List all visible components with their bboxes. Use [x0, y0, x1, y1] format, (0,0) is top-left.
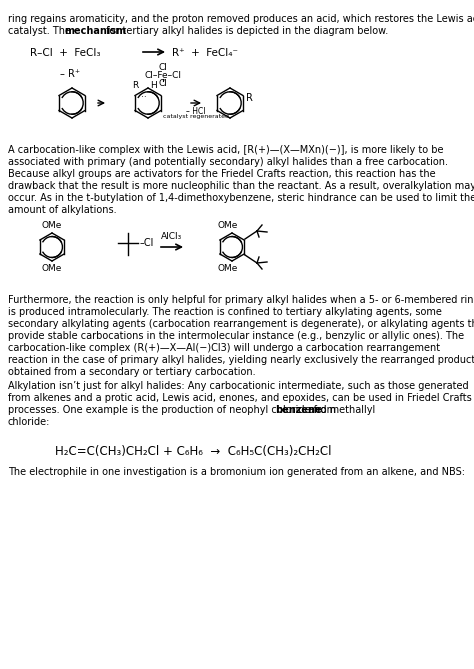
Text: mechanism: mechanism	[64, 26, 127, 36]
Text: processes. One example is the production of neophyl chloride from: processes. One example is the production…	[8, 405, 339, 415]
Text: from alkenes and a protic acid, Lewis acid, enones, and epoxides, can be used in: from alkenes and a protic acid, Lewis ac…	[8, 393, 472, 403]
Text: amount of alkylations.: amount of alkylations.	[8, 205, 117, 215]
Text: reaction in the case of primary alkyl halides, yielding nearly exclusively the r: reaction in the case of primary alkyl ha…	[8, 355, 474, 365]
Text: occur. As in the t-butylation of 1,4-dimethoxybenzene, steric hindrance can be u: occur. As in the t-butylation of 1,4-dim…	[8, 193, 474, 203]
Text: OMe: OMe	[218, 264, 238, 273]
Text: carbocation-like complex (R(+)—X—Al(−)Cl3) will undergo a carbocation rearrangem: carbocation-like complex (R(+)—X—Al(−)Cl…	[8, 343, 440, 353]
Text: drawback that the result is more nucleophilic than the reactant. As a result, ov: drawback that the result is more nucleop…	[8, 181, 474, 191]
Text: catalyst. The: catalyst. The	[8, 26, 74, 36]
Text: ··: ··	[141, 94, 147, 102]
Text: R–Cl  +  FeCl₃: R–Cl + FeCl₃	[30, 48, 100, 58]
Text: – R⁺: – R⁺	[60, 69, 80, 79]
Text: OMe: OMe	[218, 221, 238, 230]
Text: Cl: Cl	[159, 80, 167, 88]
Text: R⁺  +  FeCl₄⁻: R⁺ + FeCl₄⁻	[172, 48, 238, 58]
Text: associated with primary (and potentially secondary) alkyl halides than a free ca: associated with primary (and potentially…	[8, 157, 448, 167]
Text: is produced intramolecularly. The reaction is confined to tertiary alkylating ag: is produced intramolecularly. The reacti…	[8, 307, 442, 317]
Text: secondary alkylating agents (carbocation rearrangement is degenerate), or alkyla: secondary alkylating agents (carbocation…	[8, 319, 474, 329]
Text: catalyst regenerated: catalyst regenerated	[163, 114, 229, 119]
Text: Cl–Fe–Cl: Cl–Fe–Cl	[145, 72, 182, 80]
Text: and methallyl: and methallyl	[305, 405, 375, 415]
Text: Furthermore, the reaction is only helpful for primary alkyl halides when a 5- or: Furthermore, the reaction is only helpfu…	[8, 295, 474, 305]
Text: – HCl: – HCl	[186, 107, 206, 116]
Text: H: H	[150, 82, 157, 90]
Text: AlCl₃: AlCl₃	[161, 232, 182, 241]
Text: The electrophile in one investigation is a bromonium ion generated from an alken: The electrophile in one investigation is…	[8, 467, 465, 477]
Text: ring regains aromaticity, and the proton removed produces an acid, which restore: ring regains aromaticity, and the proton…	[8, 14, 474, 24]
Text: chloride:: chloride:	[8, 417, 50, 427]
Text: OMe: OMe	[42, 264, 62, 273]
Text: R: R	[246, 93, 253, 103]
Text: H₂C=C(CH₃)CH₂Cl + C₆H₆  →  C₆H₅C(CH₃)₂CH₂Cl: H₂C=C(CH₃)CH₂Cl + C₆H₆ → C₆H₅C(CH₃)₂CH₂C…	[55, 445, 331, 458]
Text: OMe: OMe	[42, 221, 62, 230]
Text: benzene: benzene	[275, 405, 322, 415]
Text: provide stable carbocations in the intermolecular instance (e.g., benzylic or al: provide stable carbocations in the inter…	[8, 331, 464, 341]
Text: R: R	[132, 82, 138, 90]
Text: Alkylation isn’t just for alkyl halides: Any carbocationic intermediate, such as: Alkylation isn’t just for alkyl halides:…	[8, 381, 469, 391]
Text: –Cl: –Cl	[140, 238, 155, 248]
Text: Cl: Cl	[159, 62, 167, 72]
Text: obtained from a secondary or tertiary carbocation.: obtained from a secondary or tertiary ca…	[8, 367, 255, 377]
Text: A carbocation-like complex with the Lewis acid, [R(+)—(X—MXn)(−)], is more likel: A carbocation-like complex with the Lewi…	[8, 145, 444, 155]
Text: Because alkyl groups are activators for the Friedel Crafts reaction, this reacti: Because alkyl groups are activators for …	[8, 169, 436, 179]
Text: for tertiary alkyl halides is depicted in the diagram below.: for tertiary alkyl halides is depicted i…	[103, 26, 388, 36]
